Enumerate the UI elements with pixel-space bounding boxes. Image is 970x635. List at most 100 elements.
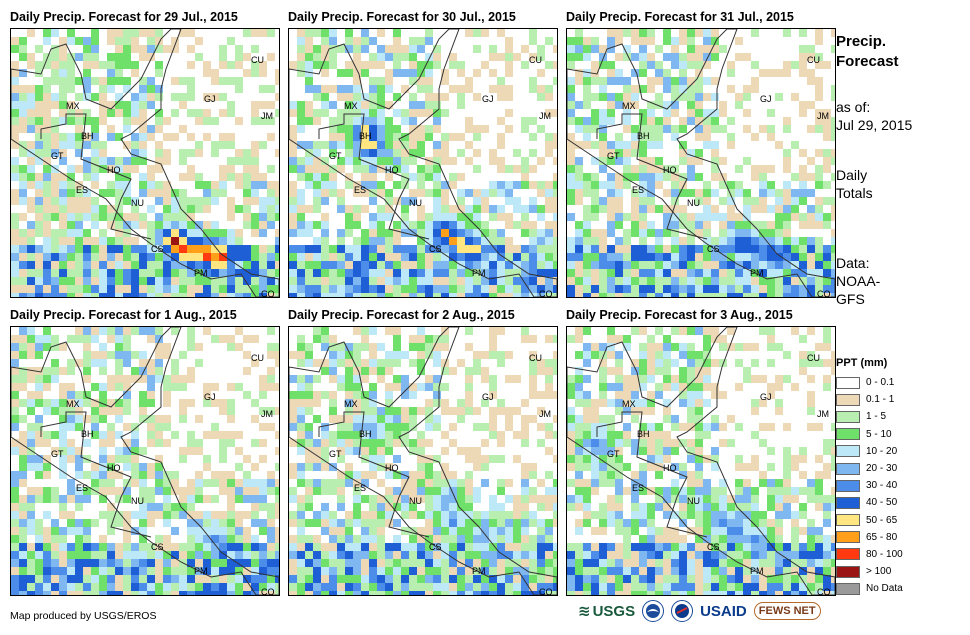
precip-cell <box>799 293 807 297</box>
precip-cell <box>187 93 195 101</box>
precip-cell <box>783 69 791 77</box>
country-label-es: ES <box>354 185 366 195</box>
precip-cell <box>679 559 687 567</box>
precip-cell <box>823 293 831 297</box>
precip-cell <box>473 463 481 471</box>
precip-cell <box>385 205 393 213</box>
precip-cell <box>545 277 553 285</box>
precip-cell <box>369 101 377 109</box>
precip-cell <box>353 559 361 567</box>
precip-cell <box>385 591 393 595</box>
precip-cell <box>75 591 83 595</box>
precip-cell <box>289 535 297 543</box>
precip-cell <box>227 383 235 391</box>
precip-cell <box>275 575 279 583</box>
precip-cell <box>727 495 735 503</box>
precip-cell <box>275 285 279 293</box>
precip-cell <box>83 399 91 407</box>
precip-cell <box>259 293 267 297</box>
precip-cell <box>345 229 353 237</box>
precip-cell <box>537 439 545 447</box>
precip-cell <box>227 343 235 351</box>
precip-cell <box>99 479 107 487</box>
precip-cell <box>267 253 275 261</box>
precip-cell <box>575 293 583 297</box>
precip-cell <box>361 359 369 367</box>
precip-cell <box>583 45 591 53</box>
precip-cell <box>321 479 329 487</box>
precip-cell <box>321 45 329 53</box>
precip-cell <box>139 511 147 519</box>
precip-cell <box>267 583 275 591</box>
precip-cell <box>171 591 179 595</box>
precip-cell <box>807 277 815 285</box>
precip-cell <box>799 181 807 189</box>
precip-cell <box>719 197 727 205</box>
precip-cell <box>497 165 505 173</box>
precip-cell <box>59 37 67 45</box>
precip-cell <box>99 293 107 297</box>
precip-cell <box>791 383 799 391</box>
precip-cell <box>823 535 831 543</box>
precip-cell <box>583 117 591 125</box>
precip-cell <box>671 189 679 197</box>
precip-cell <box>203 253 211 261</box>
precip-cell <box>353 567 361 575</box>
precip-cell <box>163 439 171 447</box>
precip-cell <box>513 221 521 229</box>
precip-cell <box>425 407 433 415</box>
precip-cell <box>703 343 711 351</box>
precip-cell <box>783 423 791 431</box>
precip-cell <box>441 293 449 297</box>
precip-cell <box>337 157 345 165</box>
precip-cell <box>719 229 727 237</box>
precip-cell <box>417 583 425 591</box>
precip-cell <box>575 327 583 335</box>
precip-cell <box>195 261 203 269</box>
precip-cell <box>275 543 279 551</box>
precip-cell <box>703 423 711 431</box>
precip-cell <box>727 253 735 261</box>
precip-cell <box>545 285 553 293</box>
precip-cell <box>735 423 743 431</box>
precip-cell <box>353 277 361 285</box>
precip-cell <box>259 269 267 277</box>
precip-cell <box>783 61 791 69</box>
precip-cell <box>155 567 163 575</box>
precip-cell <box>59 117 67 125</box>
precip-cell <box>583 447 591 455</box>
precip-cell <box>155 559 163 567</box>
precip-cell <box>393 125 401 133</box>
precip-cell <box>679 157 687 165</box>
precip-cell <box>417 327 425 335</box>
precip-cell <box>671 165 679 173</box>
precip-cell <box>353 261 361 269</box>
precip-cell <box>27 447 35 455</box>
precip-cell <box>751 29 759 37</box>
precip-cell <box>27 423 35 431</box>
precip-cell <box>615 439 623 447</box>
precip-cell <box>155 253 163 261</box>
precip-cell <box>115 591 123 595</box>
precip-cell <box>687 165 695 173</box>
precip-cell <box>243 221 251 229</box>
precip-cell <box>575 173 583 181</box>
precip-cell <box>67 407 75 415</box>
precip-cell <box>505 181 513 189</box>
precip-cell <box>663 367 671 375</box>
precip-cell <box>417 439 425 447</box>
precip-cell <box>759 253 767 261</box>
precip-cell <box>567 101 575 109</box>
precip-cell <box>147 415 155 423</box>
precip-cell <box>107 133 115 141</box>
precip-cell <box>711 37 719 45</box>
precip-cell <box>123 423 131 431</box>
precip-cell <box>807 101 815 109</box>
country-label-es: ES <box>632 483 644 493</box>
precip-cell <box>417 229 425 237</box>
precip-cell <box>631 391 639 399</box>
precip-cell <box>377 463 385 471</box>
precip-cell <box>251 583 259 591</box>
precip-cell <box>687 277 695 285</box>
precip-cell <box>719 439 727 447</box>
